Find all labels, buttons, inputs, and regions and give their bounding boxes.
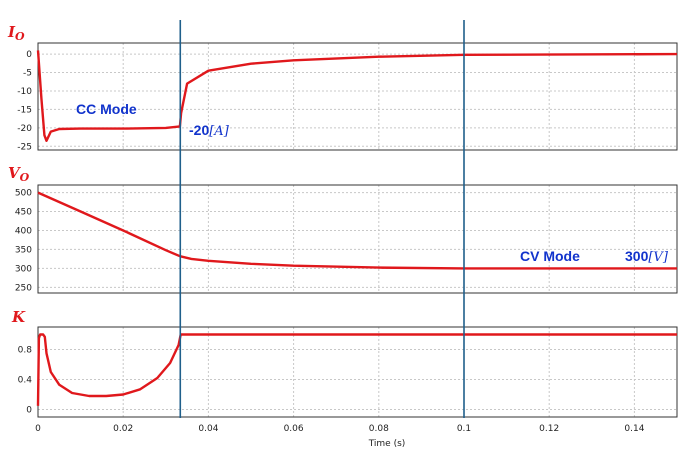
y-tick-label: 450 xyxy=(15,208,32,218)
y-tick-label: 350 xyxy=(15,245,32,255)
panel-title-k: K xyxy=(11,308,26,326)
panel-title-current: IO xyxy=(7,23,25,43)
annotation-voltage-value: 300[V] xyxy=(625,248,669,265)
series-line xyxy=(36,333,677,406)
x-tick-label: 0.02 xyxy=(113,424,133,434)
y-tick-label: -25 xyxy=(17,142,32,152)
y-tick-label: 400 xyxy=(15,226,32,236)
panel-k: K 0.8 0.4 00 0.02 0.04 0.06 0.08 0.1 0.12 0.14 Ti… xyxy=(11,308,678,449)
annotation-cv-mode: CV Mode xyxy=(520,248,580,264)
plot-frame xyxy=(37,326,678,418)
y-tick-label: 0 xyxy=(26,50,32,60)
x-tick-label: 0.12 xyxy=(539,424,559,434)
cursor-lines xyxy=(179,20,465,418)
y-tick-label: -15 xyxy=(17,105,32,115)
x-tick-label: 0.08 xyxy=(369,424,389,434)
y-tick-label: -5 xyxy=(23,69,32,79)
y-tick-label: 0.4 xyxy=(18,376,33,386)
y-tick-label: 0.8 xyxy=(18,346,33,356)
y-tick-label: -10 xyxy=(17,87,32,97)
plot-voltage: 500 450 400 350 300 250 xyxy=(15,184,678,294)
panel-title-voltage-main: V xyxy=(8,164,21,182)
y-tick-label: 0 xyxy=(26,406,32,416)
plot-current: 0 -5 -10 -15 -20 -25 xyxy=(17,42,678,152)
series-line xyxy=(37,191,677,270)
annotation-current-value-number: -20 xyxy=(189,122,209,138)
series-line xyxy=(36,50,678,142)
annotation-cc-mode: CC Mode xyxy=(76,101,137,117)
plot-k: 0.8 0.4 00 0.02 0.04 0.06 0.08 0.1 0.12 0.14 xyxy=(18,326,678,434)
annotation-current-value-unit: [A] xyxy=(209,124,229,139)
x-axis-label: Time (s) xyxy=(368,439,406,449)
panel-title-current-main: I xyxy=(7,23,16,41)
x-tick-label: 0 xyxy=(35,424,41,434)
x-tick-label: 0.14 xyxy=(624,424,644,434)
panel-current: IO 0-5-10-15-20-25 CC Mode -20[A] xyxy=(7,23,678,152)
x-tick-label: 0.04 xyxy=(198,424,218,434)
plot-frame xyxy=(37,184,678,294)
y-tick-label: 300 xyxy=(15,264,32,274)
y-tick-label: 500 xyxy=(15,189,32,199)
x-tick-label: 0.06 xyxy=(284,424,304,434)
panel-title-voltage: VO xyxy=(8,164,30,184)
annotation-current-value: -20[A] xyxy=(189,122,230,139)
panel-title-voltage-sub: O xyxy=(20,171,30,184)
plot-frame xyxy=(37,42,678,151)
annotation-voltage-value-unit: [V] xyxy=(648,250,668,265)
y-tick-label: 250 xyxy=(15,283,32,293)
annotation-voltage-value-number: 300 xyxy=(625,248,649,264)
x-tick-label: 0.1 xyxy=(457,424,471,434)
y-tick-label: -20 xyxy=(17,124,32,134)
panel-title-current-sub: O xyxy=(15,30,25,43)
